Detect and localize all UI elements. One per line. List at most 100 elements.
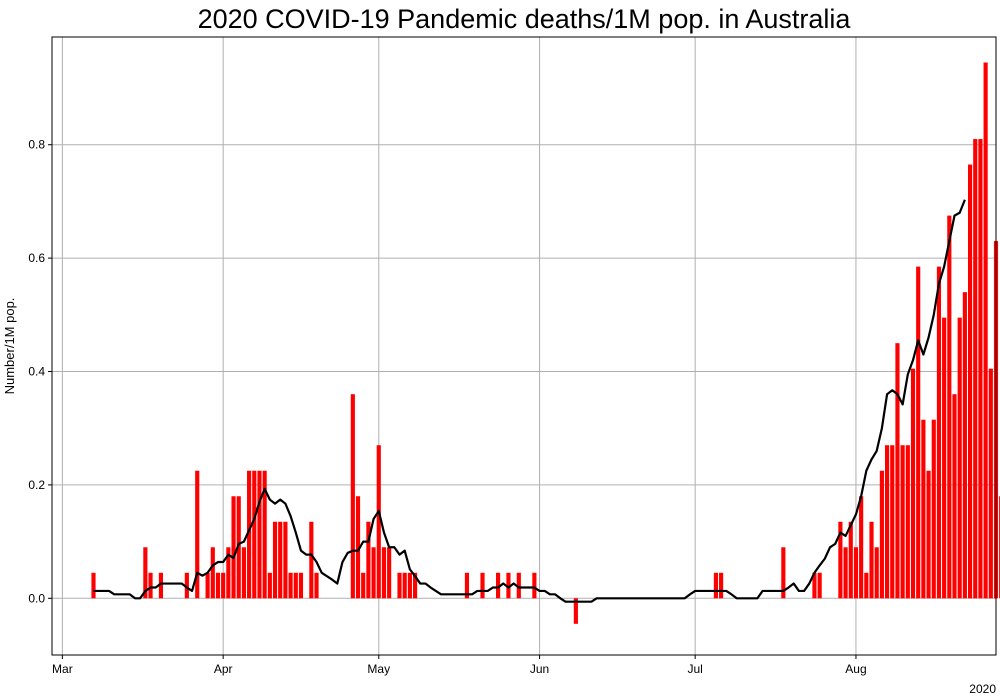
bar xyxy=(314,572,319,599)
x-tick-label: Mar xyxy=(52,662,73,676)
bar xyxy=(506,572,511,599)
bar xyxy=(397,572,402,599)
bar-layer xyxy=(91,62,1000,624)
bar xyxy=(184,572,189,599)
bar xyxy=(890,445,895,599)
bar xyxy=(158,572,163,599)
bar xyxy=(978,139,983,599)
y-tick-label: 0.0 xyxy=(28,591,45,605)
year-label: 2020 xyxy=(969,682,996,696)
bar xyxy=(366,521,371,599)
bar xyxy=(252,470,257,599)
bar xyxy=(355,496,361,599)
bar xyxy=(905,445,910,599)
bar xyxy=(205,572,210,599)
x-tick-label: Jun xyxy=(530,662,549,676)
bar xyxy=(381,547,387,599)
bar xyxy=(910,368,916,599)
bar xyxy=(983,62,988,599)
bar xyxy=(241,547,246,599)
bar xyxy=(376,445,381,599)
bar xyxy=(278,521,283,599)
bar xyxy=(853,547,859,599)
bar xyxy=(293,572,298,599)
bar xyxy=(885,445,890,599)
bar xyxy=(210,547,215,599)
bar xyxy=(272,521,278,599)
bar xyxy=(926,470,931,599)
bar xyxy=(361,572,366,599)
bar xyxy=(413,572,418,599)
bar xyxy=(936,266,942,599)
bar xyxy=(516,572,521,599)
bar xyxy=(371,547,376,599)
bar xyxy=(464,572,470,599)
bar xyxy=(231,496,236,599)
bar xyxy=(916,266,921,599)
bar xyxy=(864,572,869,599)
bar xyxy=(942,317,947,599)
y-tick-label: 0.4 xyxy=(28,365,45,379)
bar xyxy=(843,547,848,599)
bar xyxy=(407,572,412,599)
x-tick-label: Jul xyxy=(687,662,702,676)
bar xyxy=(387,547,392,599)
bar xyxy=(895,343,900,599)
bar xyxy=(350,394,355,599)
bar xyxy=(309,521,314,599)
bar xyxy=(288,572,293,599)
y-tick-label: 0.8 xyxy=(28,138,45,152)
bar xyxy=(848,521,853,599)
bar xyxy=(838,521,843,599)
bar xyxy=(869,521,874,599)
bar xyxy=(900,445,905,599)
bar xyxy=(495,572,501,599)
bar xyxy=(973,139,978,599)
bar xyxy=(962,292,967,599)
bar xyxy=(236,496,241,599)
grid-layer xyxy=(52,37,996,655)
trend-line xyxy=(93,199,966,603)
bar xyxy=(859,496,864,599)
bar xyxy=(573,598,578,624)
bar xyxy=(91,572,96,599)
bar xyxy=(257,470,262,599)
chart-title: 2020 COVID-19 Pandemic deaths/1M pop. in… xyxy=(198,4,852,34)
y-axis-label: Number/1M pop. xyxy=(2,298,17,395)
y-tick-label: 0.2 xyxy=(28,478,45,492)
bar xyxy=(247,470,252,599)
bar xyxy=(957,317,962,599)
y-tick-label: 0.6 xyxy=(28,251,45,265)
bar xyxy=(480,572,485,599)
bar xyxy=(719,572,724,599)
plot-frame xyxy=(51,36,997,656)
bar xyxy=(215,572,221,599)
bar xyxy=(532,572,537,599)
bar xyxy=(221,572,226,599)
bar xyxy=(713,572,718,599)
x-tick-label: May xyxy=(367,662,390,676)
bar xyxy=(817,572,822,599)
bar xyxy=(148,572,153,599)
tick-layer: 0.0 0.2 0.4 0.6 0.8 Mar Apr May Jun Jul Aug xyxy=(28,138,866,676)
bar xyxy=(988,368,993,599)
bar xyxy=(931,419,936,599)
bar xyxy=(226,547,231,599)
bar xyxy=(267,572,272,599)
bar xyxy=(812,572,817,599)
bar xyxy=(781,547,786,599)
bar xyxy=(967,164,973,599)
bar xyxy=(947,215,952,599)
bar xyxy=(143,547,148,599)
line-layer xyxy=(93,199,966,603)
x-tick-label: Aug xyxy=(845,662,866,676)
bar xyxy=(874,547,879,599)
x-tick-label: Apr xyxy=(214,662,233,676)
bar xyxy=(921,419,926,599)
bar xyxy=(283,521,288,599)
bar xyxy=(298,572,304,599)
bar xyxy=(402,572,407,599)
bar xyxy=(952,394,957,599)
bar xyxy=(195,470,200,599)
